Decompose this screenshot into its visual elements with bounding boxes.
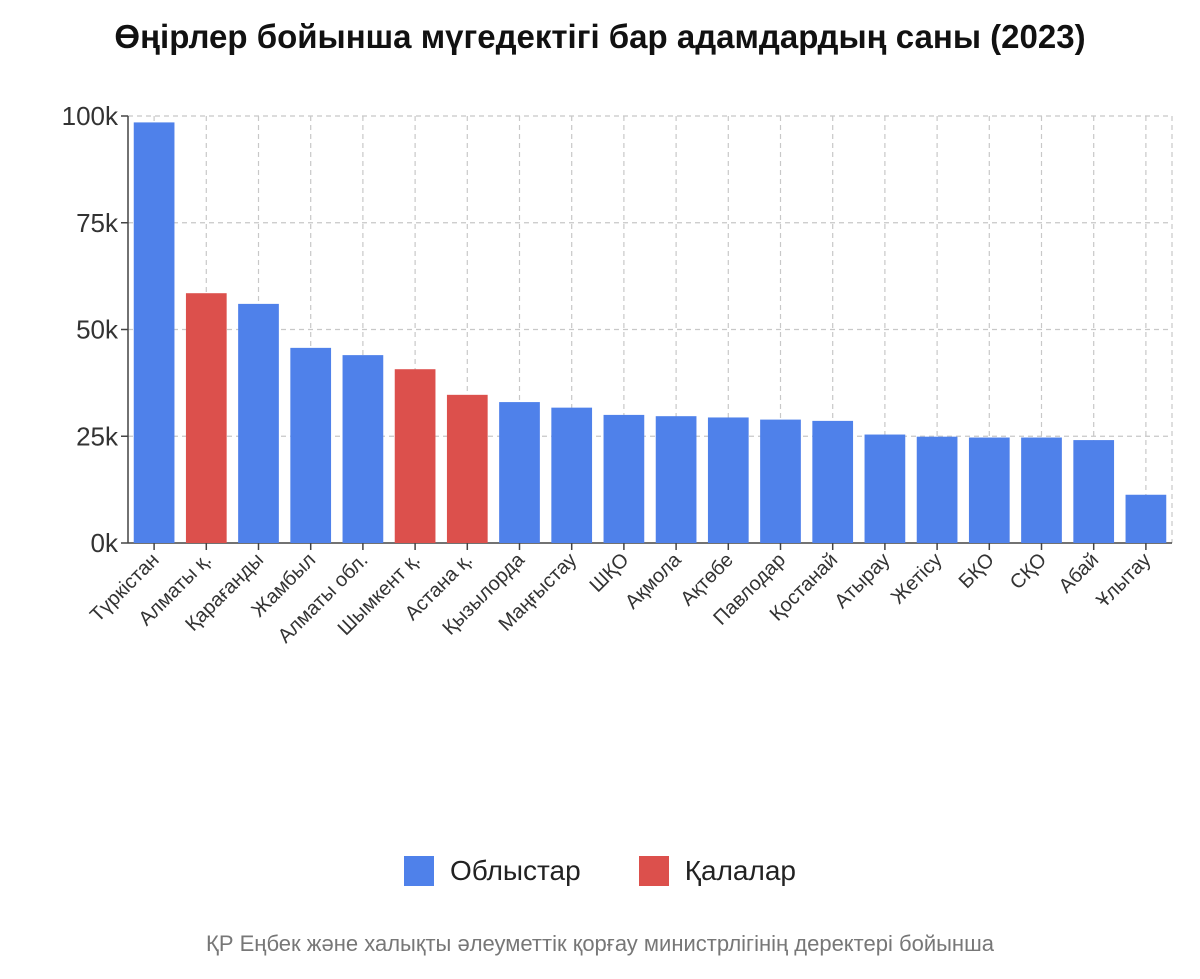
y-tick-label: 75k — [76, 208, 119, 238]
category-label: Ұлытау — [1092, 549, 1155, 612]
chart-legend: Облыстар Қалалар — [0, 855, 1200, 887]
bar-7 — [446, 394, 488, 543]
y-tick-label: 25k — [76, 421, 119, 451]
source-note: ҚР Еңбек және халықты әлеуметтік қорғау … — [206, 931, 994, 956]
category-label: Ақмола — [621, 548, 686, 613]
bar-18 — [1021, 437, 1062, 543]
grid-layer — [128, 115, 1173, 543]
bar-17 — [968, 437, 1010, 543]
bar-1 — [133, 122, 175, 543]
bar-3 — [238, 303, 279, 543]
category-label: СҚО — [1006, 549, 1051, 594]
legend-swatch-regions — [404, 856, 435, 886]
category-label: БҚО — [955, 549, 999, 593]
bar-16 — [916, 436, 958, 543]
y-tick-label: 100k — [62, 101, 119, 131]
bar-2 — [185, 293, 227, 543]
bar-14 — [812, 420, 854, 543]
legend-label-cities: Қалалар — [684, 855, 796, 886]
category-label: ШҚО — [586, 549, 634, 597]
legend-label-regions: Облыстар — [450, 855, 581, 886]
bar-6 — [394, 369, 436, 543]
bar-20 — [1125, 494, 1167, 543]
legend-swatch-cities — [638, 856, 669, 886]
bar-8 — [499, 402, 540, 543]
y-tick-label: 0k — [91, 528, 119, 558]
bar-13 — [760, 419, 801, 543]
category-label: Атырау — [830, 549, 894, 613]
category-label: Жетісу — [887, 549, 947, 609]
bar-layer — [133, 122, 1167, 543]
y-tick-label: 50k — [76, 315, 119, 345]
bar-12 — [707, 417, 749, 543]
bar-9 — [551, 407, 593, 543]
chart-title: Өңірлер бойынша мүгедектігі бар адамдард… — [114, 18, 1086, 55]
bar-4 — [290, 347, 332, 543]
bar-10 — [603, 414, 645, 543]
bar-15 — [864, 434, 906, 543]
legend-item-regions: Облыстар — [404, 855, 581, 887]
bar-11 — [655, 416, 697, 543]
legend-item-cities: Қалалар — [638, 855, 796, 887]
bar-19 — [1073, 440, 1115, 543]
bar-5 — [342, 355, 384, 543]
category-label: Абай — [1055, 549, 1104, 598]
